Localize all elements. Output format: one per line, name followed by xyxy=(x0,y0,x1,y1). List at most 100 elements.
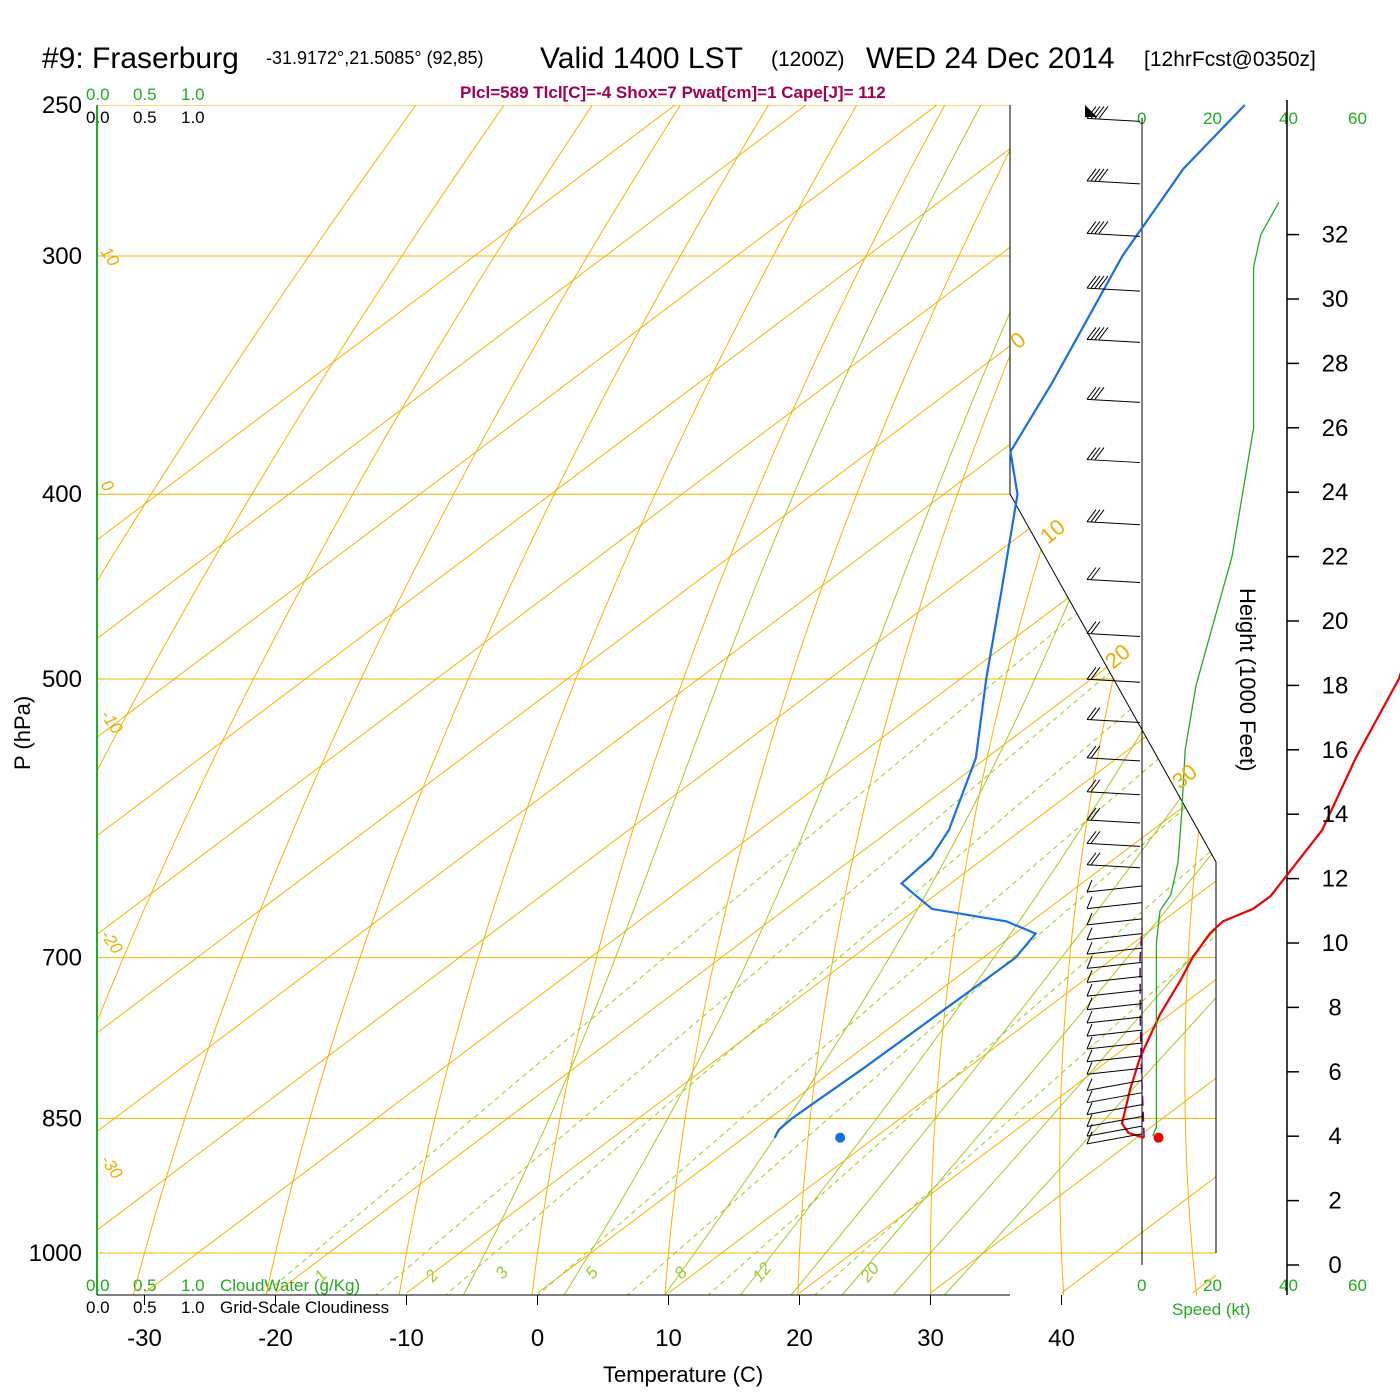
cloudwater-scale-bottom-1: 0.5 xyxy=(133,1276,157,1295)
wind-barb-feather xyxy=(1086,1090,1093,1103)
cloudwater-scale-top-0: 0.0 xyxy=(86,85,110,104)
station-coords: -31.9172°,21.5085° (92,85) xyxy=(266,48,484,68)
wind-barb-feather xyxy=(1086,896,1093,909)
wind-barb-feather xyxy=(1090,667,1101,680)
moist-adiabat-label: 30 xyxy=(1167,759,1202,794)
height-tick-label: 20 xyxy=(1322,608,1349,635)
wind-barb-staff xyxy=(1086,1003,1143,1011)
wind-barb-feather xyxy=(1090,387,1101,400)
height-tick-label: 24 xyxy=(1322,479,1349,506)
cloudiness-scale-bottom-0: 0.0 xyxy=(86,1298,110,1317)
temperature-line xyxy=(1120,671,1400,1139)
wind-barb-staff xyxy=(1086,842,1141,847)
dry-adiabat-label: -30 xyxy=(97,1151,127,1182)
pressure-tick-label: 1000 xyxy=(29,1240,82,1267)
wind-barb-feather xyxy=(1086,879,1093,893)
wind-barb-staff xyxy=(1086,791,1141,796)
speed-axis-label: Speed (kt) xyxy=(1172,1300,1250,1319)
wind-barb-feather xyxy=(1086,745,1097,759)
wind-barb-feather xyxy=(1090,447,1101,460)
height-tick-label: 4 xyxy=(1328,1123,1341,1150)
wind-barb-staff xyxy=(1086,338,1141,343)
wind-barb-staff xyxy=(1086,757,1141,762)
wind-barb-feather xyxy=(1090,327,1101,340)
dry-adiabat-line xyxy=(1184,105,1216,1295)
temperature-tick-label: 10 xyxy=(655,1325,682,1352)
wind-barb-pennant xyxy=(1085,105,1097,117)
mixing-ratio-line xyxy=(219,493,1216,1295)
valid-time: Valid 1400 LST xyxy=(540,42,743,75)
wind-barb-staff xyxy=(1086,633,1141,638)
wind-barb-feather xyxy=(1086,831,1097,844)
wind-barb-feather xyxy=(1094,509,1105,522)
wind-barb-feather xyxy=(1090,621,1101,634)
isotherm-line xyxy=(97,105,676,1294)
isotherm-line xyxy=(537,105,1216,1294)
cloudwater-scale-top-2: 1.0 xyxy=(181,85,205,104)
cloudiness-label: Grid-Scale Cloudiness xyxy=(220,1298,389,1317)
wind-barb-feather xyxy=(1086,1023,1093,1037)
wind-barb-feather xyxy=(1086,447,1097,460)
surface-dewpoint-dot xyxy=(835,1132,846,1143)
wind-barb-staff xyxy=(1086,398,1141,403)
speed-tick-bottom-60: 60 xyxy=(1348,1276,1367,1295)
speed-tick-bottom-40: 40 xyxy=(1279,1276,1298,1295)
moist-adiabat-line xyxy=(634,105,1216,1295)
dry-adiabat-line xyxy=(123,105,703,1295)
cloudiness-scale-bottom-1: 0.5 xyxy=(133,1298,157,1317)
moist-adiabat-line xyxy=(757,105,1216,1295)
moist-adiabat-line xyxy=(806,105,1216,1295)
height-tick-label: 8 xyxy=(1328,994,1341,1021)
wind-barb-staff xyxy=(1086,819,1141,824)
moist-adiabat-line xyxy=(856,105,1216,1295)
station-title: #9: Fraserburg xyxy=(42,42,239,75)
wind-barb-feather xyxy=(1086,1114,1093,1127)
wind-barb-feather xyxy=(1098,275,1109,289)
wind-barb-staff xyxy=(1086,1104,1143,1116)
mixing-ratio-line xyxy=(666,493,1216,1295)
wind-barb-feather xyxy=(1094,275,1105,289)
wind-barb-feather xyxy=(1086,807,1097,821)
pressure-tick-label: 500 xyxy=(42,666,82,693)
wind-barb-feather xyxy=(1086,1102,1093,1115)
isotherm-line xyxy=(275,105,1216,1294)
isotherm-line xyxy=(799,105,1216,1294)
wind-barb-feather xyxy=(1094,327,1105,340)
wind-barb-feather xyxy=(1086,1036,1093,1050)
wind-barb-staff xyxy=(1086,1055,1143,1063)
speed-tick-bottom-0: 0 xyxy=(1137,1276,1146,1295)
wind-barb-feather xyxy=(1086,387,1097,400)
wind-barb-staff xyxy=(1086,902,1143,910)
wind-barb-feather xyxy=(1086,667,1097,680)
moist-adiabat-label: 0 xyxy=(1005,327,1030,354)
speed-tick-bottom-20: 20 xyxy=(1203,1276,1222,1295)
dry-adiabat-line xyxy=(662,105,1051,1295)
height-tick-label: 12 xyxy=(1322,866,1349,893)
wind-barb-feather xyxy=(1086,1049,1093,1062)
wind-barb-feather xyxy=(1086,707,1097,720)
height-tick-label: 22 xyxy=(1322,544,1349,571)
wind-barb-staff xyxy=(1086,459,1141,464)
cloudwater-scale-bottom-2: 1.0 xyxy=(181,1276,205,1295)
wind-barb-staff xyxy=(1086,961,1143,969)
wind-barb-feather xyxy=(1086,275,1097,289)
dry-adiabat-label: -10 xyxy=(97,706,127,737)
pressure-tick-label: 400 xyxy=(42,481,82,508)
x-axis-label: Temperature (C) xyxy=(603,1362,763,1387)
height-tick-label: 6 xyxy=(1328,1059,1341,1086)
height-tick-label: 26 xyxy=(1322,415,1349,442)
wind-barb-feather xyxy=(1086,941,1093,955)
wind-barb-staff xyxy=(1086,117,1141,122)
wind-barb-feather xyxy=(1086,1078,1093,1091)
stability-indices: Plcl=589 Tlcl[C]=-4 Shox=7 Pwat[cm]=1 Ca… xyxy=(460,83,886,102)
height-tick-label: 28 xyxy=(1322,350,1349,377)
wind-barb-feather xyxy=(1090,745,1101,759)
moist-adiabat-line xyxy=(537,105,1116,1295)
wind-barb-feather xyxy=(1086,912,1093,926)
utc-time: (1200Z) xyxy=(771,48,845,71)
height-tick-label: 2 xyxy=(1328,1188,1341,1215)
wind-barb-feather xyxy=(1090,509,1101,522)
wind-barb-staff xyxy=(1086,933,1143,941)
wind-barb-feather xyxy=(1086,567,1097,580)
